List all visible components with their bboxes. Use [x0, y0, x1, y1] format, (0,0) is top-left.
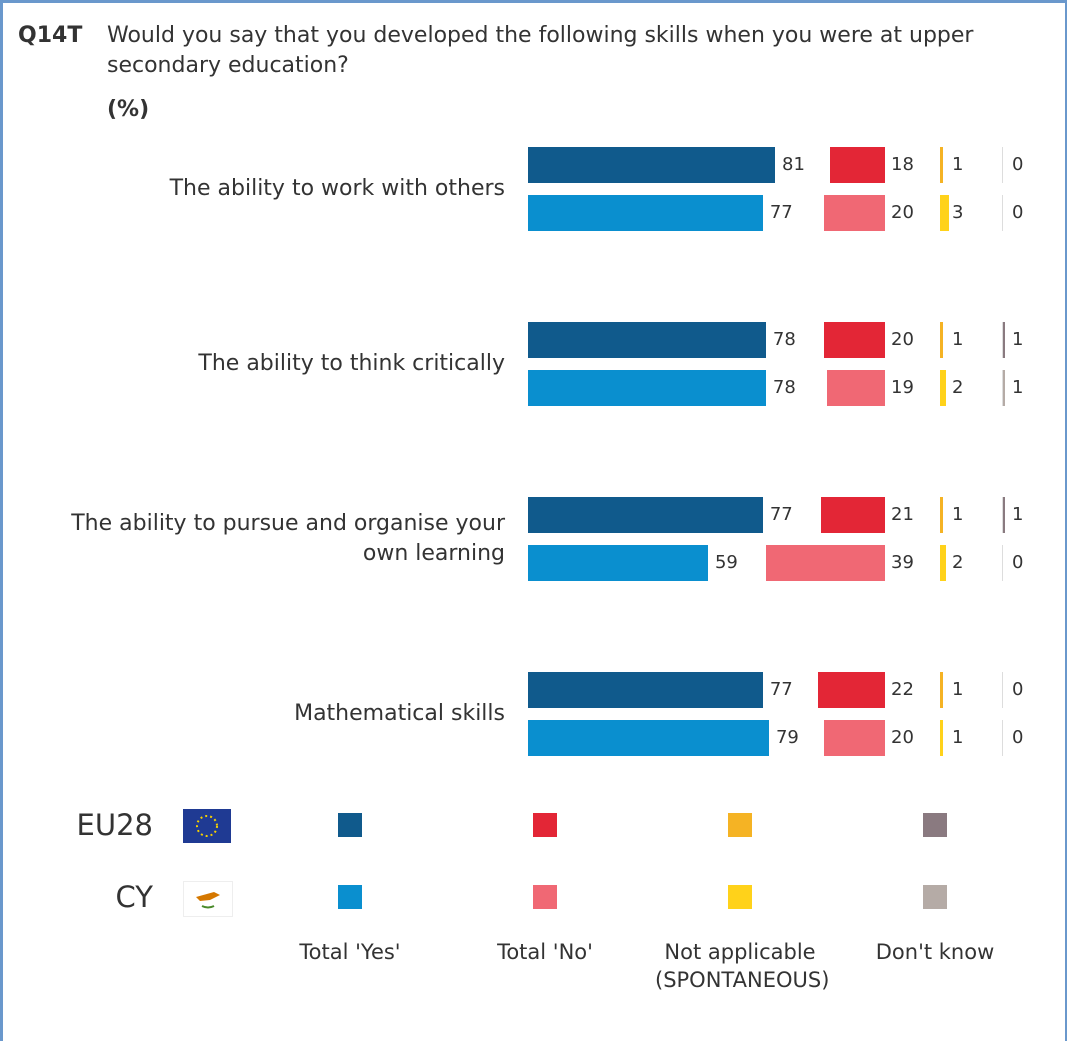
bar-na — [940, 147, 944, 183]
bar-na — [940, 545, 947, 581]
bar-no — [824, 322, 885, 358]
legend-swatch — [923, 813, 947, 837]
legend-label: Not applicable (SPONTANEOUS) — [655, 940, 830, 992]
unit: (%) — [107, 97, 150, 122]
legend-swatch — [728, 885, 752, 909]
axis-line — [1002, 147, 1003, 183]
value-label: 1 — [952, 329, 964, 350]
legend-swatch — [533, 885, 557, 909]
bar-dk — [1002, 322, 1006, 358]
bar-yes — [528, 322, 766, 358]
bar-no — [827, 370, 885, 406]
bar-dk — [1002, 497, 1006, 533]
cy-flag — [183, 881, 233, 917]
bar-yes — [528, 672, 763, 708]
axis-line — [1002, 545, 1003, 581]
chart-title: Would you say that you developed the fol… — [107, 23, 974, 78]
value-label: 79 — [775, 727, 799, 748]
value-label: 77 — [769, 504, 793, 525]
value-label: 39 — [891, 552, 914, 573]
legend-label: Total 'No' — [497, 940, 593, 964]
bar-na — [940, 497, 944, 533]
value-label: 1 — [952, 727, 964, 748]
value-label: 1 — [952, 679, 964, 700]
axis-line — [1002, 322, 1003, 358]
bar-yes — [528, 370, 766, 406]
value-label: 1 — [1012, 329, 1024, 350]
value-label: 20 — [891, 329, 914, 350]
value-label: 2 — [952, 552, 964, 573]
value-label: 77 — [769, 679, 793, 700]
legend-name: CY — [115, 880, 153, 914]
category-label: The ability to think critically — [198, 351, 505, 376]
value-label: 0 — [1012, 202, 1024, 223]
value-label: 59 — [714, 552, 738, 573]
bar-yes — [528, 195, 763, 231]
axis-line — [1002, 195, 1003, 231]
value-label: 2 — [952, 377, 964, 398]
bar-no — [817, 672, 885, 708]
value-label: 18 — [891, 154, 914, 175]
value-label: 77 — [769, 202, 793, 223]
bar-yes — [528, 545, 708, 581]
value-label: 0 — [1012, 154, 1024, 175]
axis-line — [1002, 497, 1003, 533]
eu-stars — [196, 815, 218, 837]
bar-no — [766, 545, 885, 581]
bar-yes — [528, 720, 769, 756]
bar-na — [940, 370, 947, 406]
legend-swatch — [923, 885, 947, 909]
bar-no — [824, 195, 885, 231]
bar-dk — [1002, 370, 1006, 406]
bar-yes — [528, 147, 776, 183]
value-label: 78 — [772, 329, 796, 350]
value-label: 81 — [782, 154, 805, 175]
axis-line — [1002, 672, 1003, 708]
legend-label: Don't know — [875, 940, 995, 964]
legend-label: Total 'Yes' — [299, 940, 401, 964]
category-label: Mathematical skills — [294, 701, 505, 726]
value-label: 19 — [891, 377, 914, 398]
value-label: 20 — [891, 202, 914, 223]
legend-swatch — [338, 813, 362, 837]
value-label: 20 — [891, 727, 914, 748]
category-label: The ability to pursue and organise your … — [71, 511, 505, 566]
bar-na — [940, 720, 944, 756]
legend-swatch — [728, 813, 752, 837]
cy-shape — [196, 892, 220, 909]
value-label: 22 — [891, 679, 914, 700]
value-label: 1 — [1012, 504, 1024, 525]
bar-no — [824, 720, 885, 756]
question-code: Q14T — [18, 23, 83, 48]
legend-swatch — [338, 885, 362, 909]
eu-flag — [183, 809, 231, 843]
value-label: 1 — [1012, 377, 1024, 398]
value-label: 21 — [891, 504, 914, 525]
axis-line — [1002, 370, 1003, 406]
value-label: 1 — [952, 504, 964, 525]
value-label: 0 — [1012, 552, 1024, 573]
bar-na — [940, 672, 944, 708]
axis-line — [1002, 720, 1003, 756]
bar-no — [820, 497, 885, 533]
legend-swatch — [533, 813, 557, 837]
value-label: 3 — [952, 202, 964, 223]
category-label: The ability to work with others — [169, 176, 505, 201]
legend-name: EU28 — [76, 808, 153, 842]
bar-yes — [528, 497, 763, 533]
value-label: 0 — [1012, 727, 1024, 748]
value-label: 0 — [1012, 679, 1024, 700]
value-label: 78 — [772, 377, 796, 398]
bar-no — [830, 147, 885, 183]
value-label: 1 — [952, 154, 964, 175]
bar-na — [940, 195, 950, 231]
bar-na — [940, 322, 944, 358]
